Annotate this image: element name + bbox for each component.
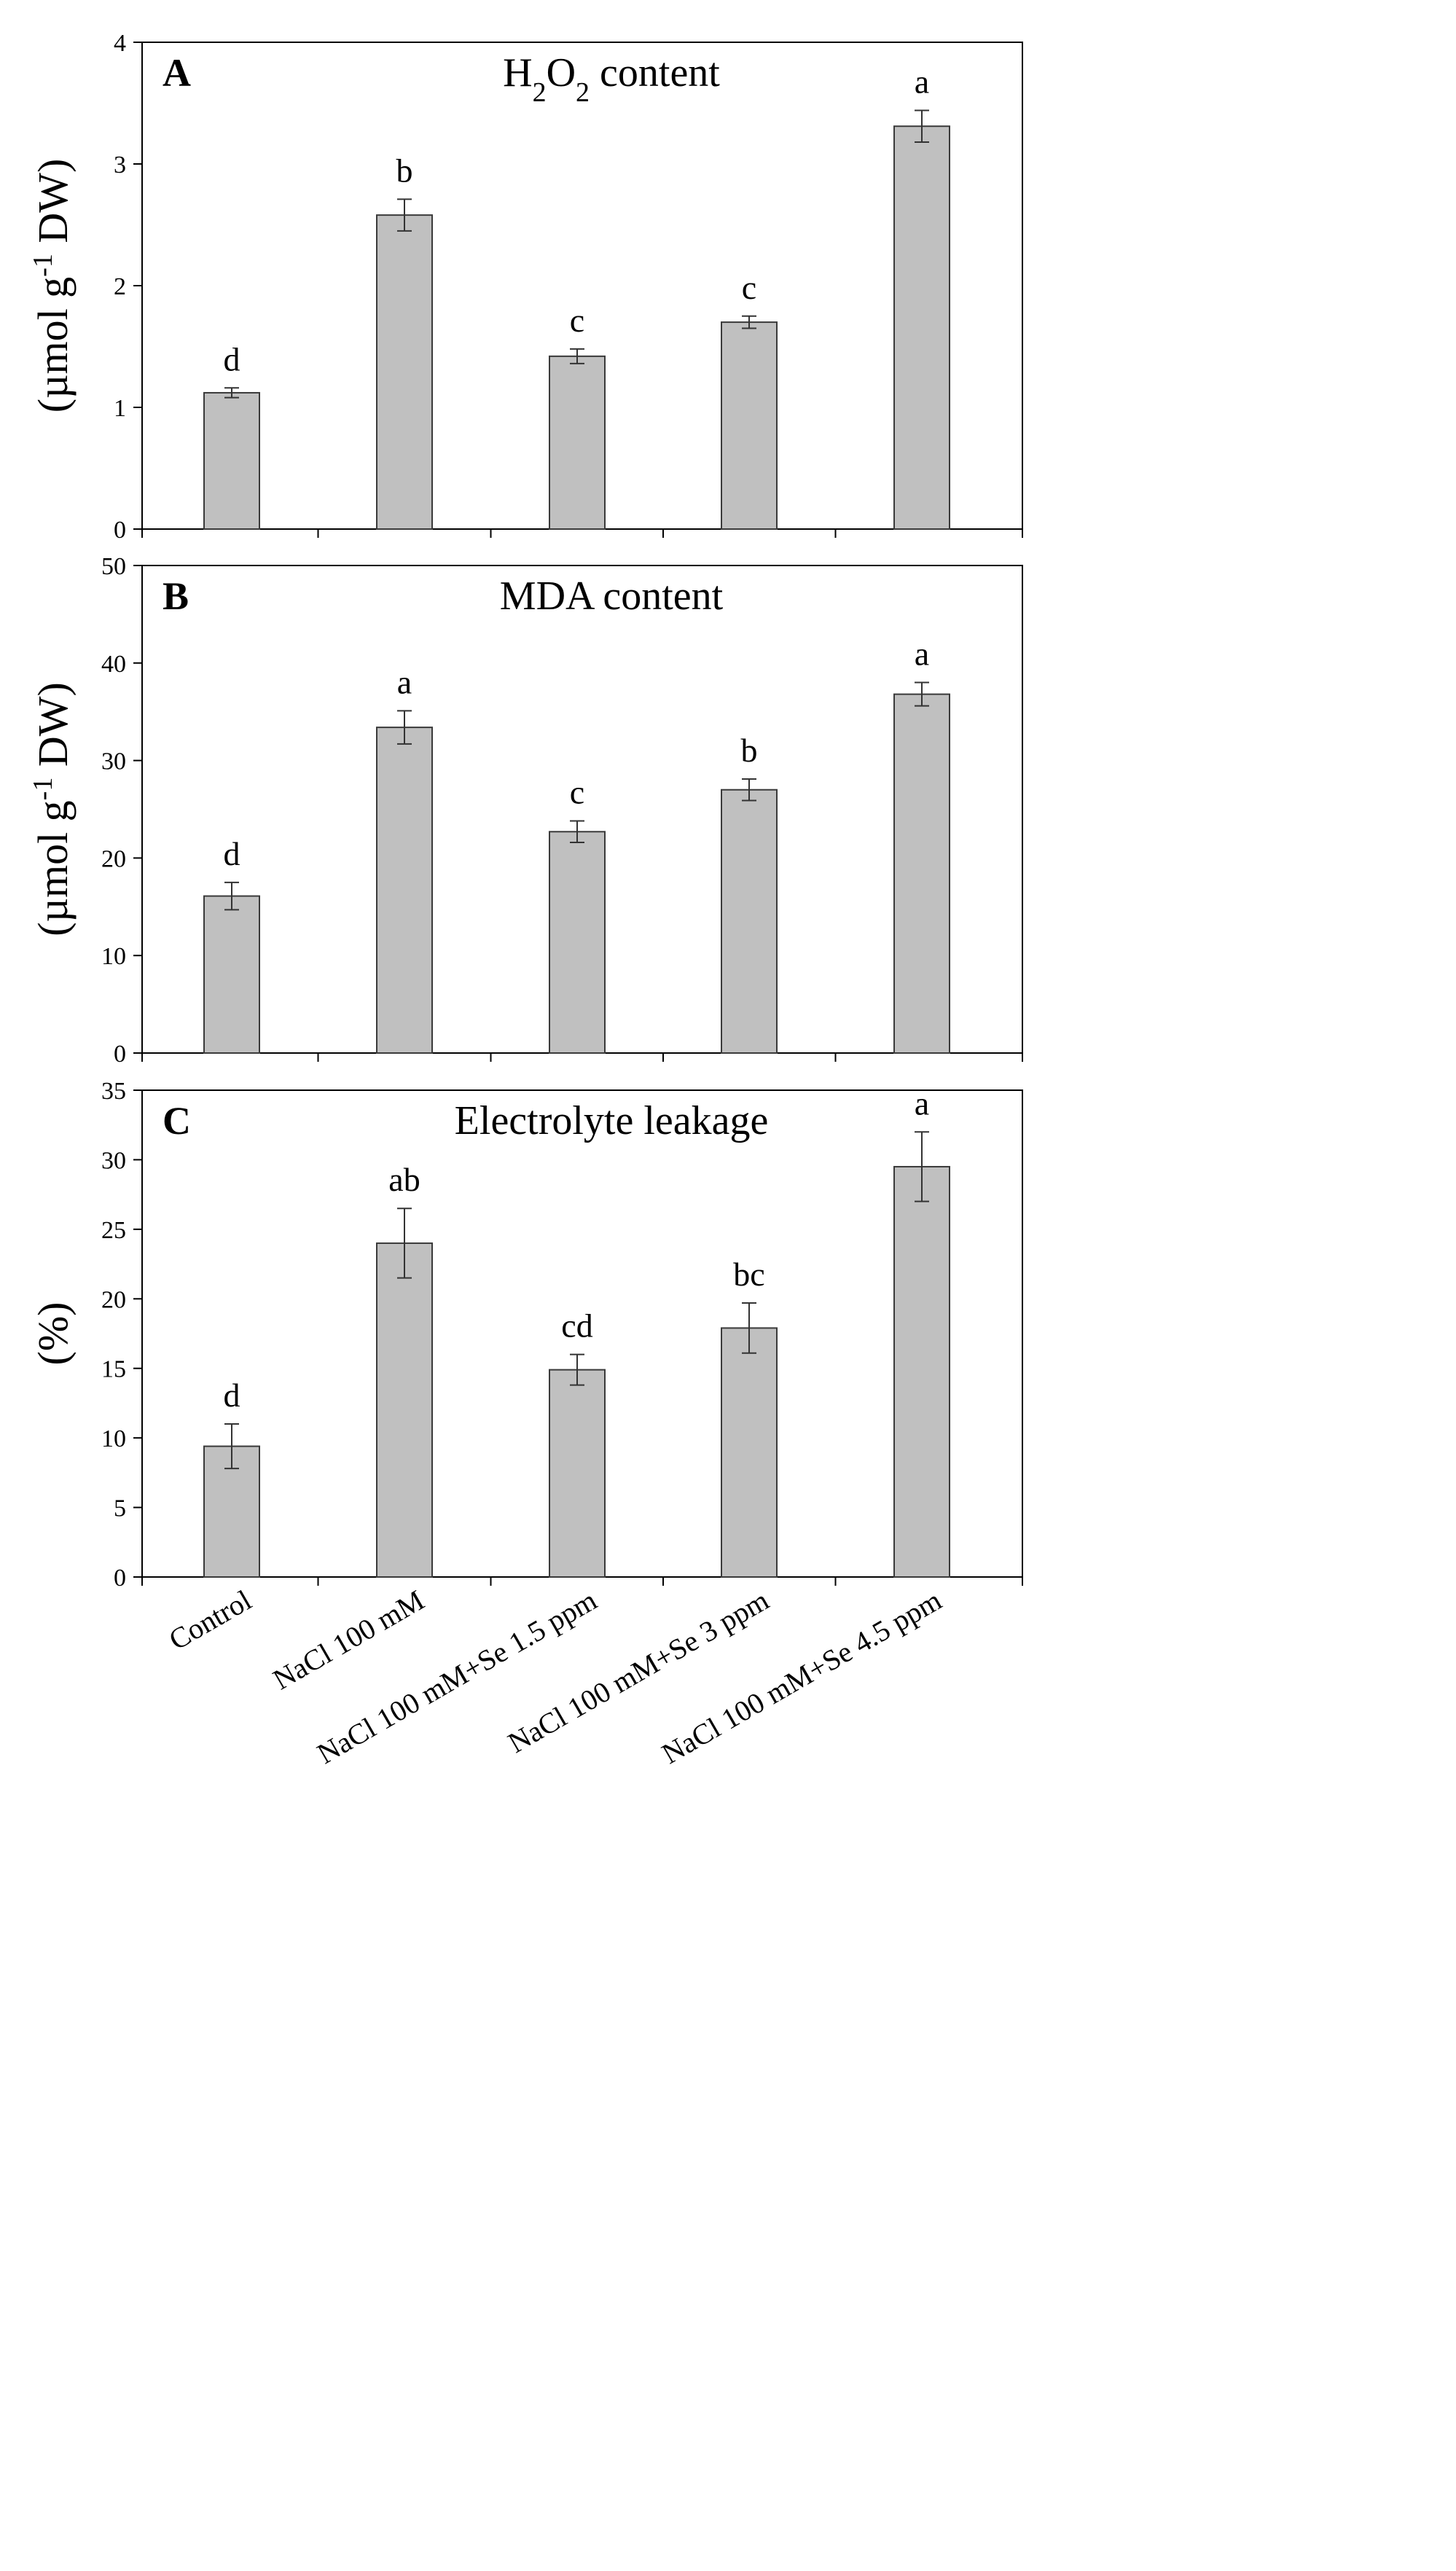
- x-category-label: NaCl 100 mM+Se 1.5 ppm: [311, 1584, 602, 1770]
- bar: [893, 693, 950, 1054]
- y-tick-label: 40: [101, 651, 126, 678]
- bar: [893, 125, 950, 531]
- y-axis-label: (µmol g-1 DW): [28, 159, 77, 413]
- panel-letter: C: [163, 1099, 191, 1143]
- y-tick-label: 20: [101, 845, 126, 872]
- significance-label: c: [570, 302, 584, 339]
- y-tick-label: 50: [101, 553, 126, 580]
- y-tick-label: 0: [114, 1565, 126, 1592]
- bar: [721, 1327, 778, 1578]
- y-tick-label: 15: [101, 1356, 126, 1383]
- y-tick-label: 10: [101, 1425, 126, 1452]
- bar: [376, 727, 433, 1054]
- bar: [376, 214, 433, 530]
- y-tick-label: 2: [114, 273, 126, 300]
- bar: [203, 895, 260, 1054]
- significance-label: d: [224, 1377, 240, 1414]
- significance-label: b: [396, 152, 413, 189]
- chart-panel-a: 0 1 2 3 4 A H2O2 content (µmol g-1 DW) d b c c a: [28, 30, 1023, 544]
- significance-label: c: [742, 269, 756, 306]
- x-category-label: Control: [163, 1584, 257, 1656]
- bar: [549, 355, 606, 530]
- y-tick-label: 10: [101, 943, 126, 970]
- y-tick-label: 25: [101, 1217, 126, 1244]
- x-category-label: NaCl 100 mM: [267, 1584, 430, 1697]
- y-tick-label: 0: [114, 1041, 126, 1068]
- significance-label: d: [224, 340, 240, 377]
- significance-label: ab: [388, 1161, 420, 1198]
- significance-label: a: [397, 663, 412, 700]
- y-tick-label: 4: [114, 30, 126, 57]
- panel-title: MDA content: [500, 574, 724, 619]
- bar: [893, 1165, 950, 1578]
- significance-label: a: [915, 63, 929, 101]
- y-tick-label: 0: [114, 517, 126, 544]
- y-axis-label: (µmol g-1 DW): [28, 682, 77, 936]
- significance-label: c: [570, 774, 584, 811]
- y-tick-label: 5: [114, 1495, 126, 1522]
- panel-title: H2O2 content: [503, 50, 720, 108]
- bar: [549, 1369, 606, 1578]
- panel-letter: B: [163, 574, 189, 618]
- significance-label: bc: [733, 1256, 764, 1293]
- panel-title: Electrolyte leakage: [455, 1098, 769, 1143]
- significance-label: cd: [561, 1307, 592, 1345]
- bar: [549, 831, 606, 1054]
- significance-label: b: [741, 732, 758, 769]
- bar: [203, 391, 260, 531]
- significance-label: a: [915, 635, 929, 673]
- significance-label: d: [224, 835, 240, 872]
- panel-letter: A: [163, 51, 191, 95]
- y-tick-label: 3: [114, 152, 126, 179]
- y-tick-label: 20: [101, 1286, 126, 1313]
- y-tick-label: 35: [101, 1078, 126, 1105]
- x-category-label: NaCl 100 mM+Se 4.5 ppm: [656, 1584, 947, 1770]
- bar: [721, 788, 778, 1054]
- bar: [376, 1242, 433, 1578]
- y-tick-label: 1: [114, 395, 126, 422]
- chart-panel-b: 0 10 20 30 40 50 B MDA content (µmol g-1 DW) d a c b…: [28, 553, 1023, 1068]
- y-axis-label: (%): [29, 1302, 77, 1366]
- bar: [721, 321, 778, 530]
- y-tick-label: 30: [101, 1147, 126, 1174]
- y-tick-label: 30: [101, 748, 126, 775]
- significance-label: a: [915, 1084, 929, 1122]
